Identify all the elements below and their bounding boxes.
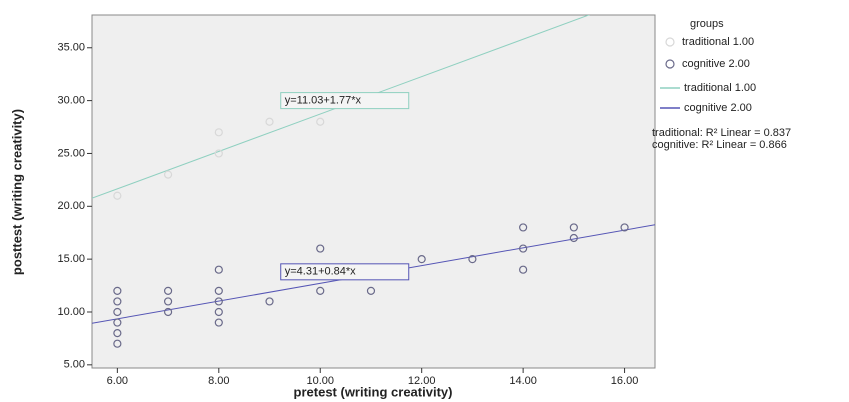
x-tick-label: 10.00 [306, 375, 334, 387]
legend-label: cognitive 2.00 [682, 58, 750, 70]
y-tick-label: 30.00 [57, 95, 85, 107]
chart: pretest (writing creativity) posttest (w… [0, 0, 849, 402]
fit-label: y=4.31+0.84*x [285, 266, 356, 278]
y-tick-label: 15.00 [57, 253, 85, 265]
x-tick-label: 14.00 [509, 375, 537, 387]
y-tick-label: 35.00 [57, 42, 85, 54]
x-tick-label: 8.00 [208, 375, 229, 387]
y-tick-label: 20.00 [57, 200, 85, 212]
legend-marker [666, 38, 674, 46]
x-tick-label: 12.00 [408, 375, 436, 387]
r2-label: cognitive: R² Linear = 0.866 [652, 139, 787, 151]
x-tick-label: 6.00 [107, 375, 128, 387]
y-tick-label: 25.00 [57, 147, 85, 159]
legend-title: groups [690, 18, 724, 30]
y-tick-label: 10.00 [57, 306, 85, 318]
legend-label: traditional 1.00 [682, 36, 754, 48]
y-axis-title: posttest (writing creativity) [9, 109, 24, 275]
plot-area [92, 15, 655, 368]
legend-marker [666, 60, 674, 68]
x-tick-label: 16.00 [611, 375, 639, 387]
r2-label: traditional: R² Linear = 0.837 [652, 127, 791, 139]
fit-label: y=11.03+1.77*x [285, 95, 362, 107]
y-tick-label: 5.00 [64, 359, 85, 371]
legend-label: cognitive 2.00 [684, 102, 752, 114]
legend-label: traditional 1.00 [684, 82, 756, 94]
